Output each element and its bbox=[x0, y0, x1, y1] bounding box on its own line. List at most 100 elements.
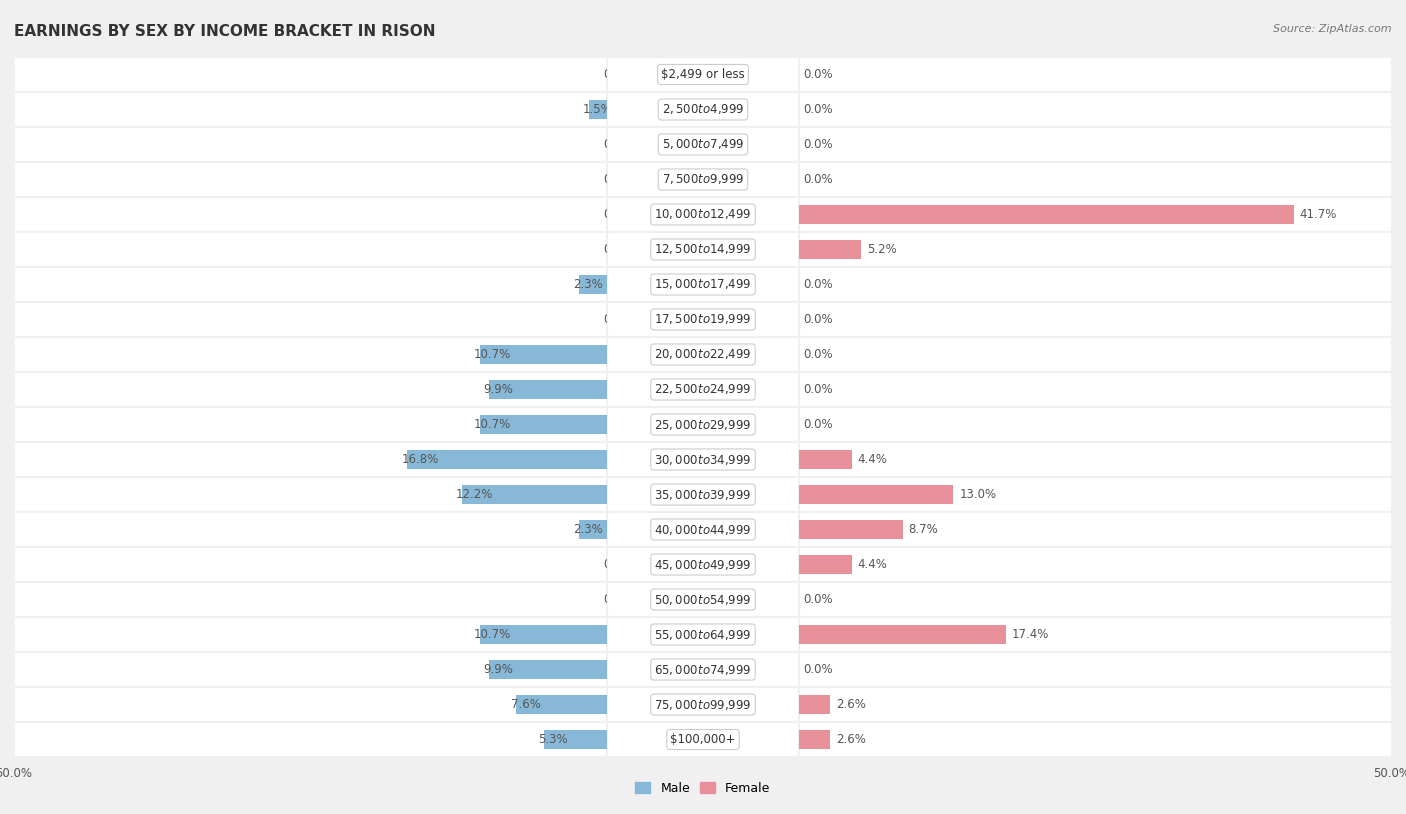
Text: 0.0%: 0.0% bbox=[603, 593, 633, 606]
Bar bbox=[589, 100, 606, 119]
Bar bbox=[800, 582, 1392, 617]
Bar bbox=[800, 127, 1392, 162]
Bar bbox=[14, 687, 606, 722]
Bar bbox=[14, 267, 606, 302]
Text: $65,000 to $74,999: $65,000 to $74,999 bbox=[654, 663, 752, 676]
Text: 1.5%: 1.5% bbox=[583, 103, 613, 116]
Bar bbox=[14, 162, 606, 197]
Text: $5,000 to $7,499: $5,000 to $7,499 bbox=[662, 138, 744, 151]
Bar bbox=[479, 415, 606, 434]
Bar bbox=[606, 512, 800, 547]
Text: 2.3%: 2.3% bbox=[574, 523, 603, 536]
Bar bbox=[800, 240, 860, 259]
Bar bbox=[14, 407, 606, 442]
Bar bbox=[800, 512, 1392, 547]
Bar bbox=[408, 450, 606, 469]
Bar bbox=[489, 660, 606, 679]
Bar bbox=[800, 162, 1392, 197]
Bar bbox=[606, 197, 800, 232]
Bar bbox=[579, 275, 606, 294]
Text: 0.0%: 0.0% bbox=[603, 208, 633, 221]
Text: 0.0%: 0.0% bbox=[803, 278, 832, 291]
Text: $2,500 to $4,999: $2,500 to $4,999 bbox=[662, 103, 744, 116]
Bar bbox=[800, 547, 1392, 582]
Text: 10.7%: 10.7% bbox=[474, 348, 510, 361]
Bar bbox=[800, 450, 852, 469]
Bar bbox=[544, 730, 606, 749]
Text: $10,000 to $12,499: $10,000 to $12,499 bbox=[654, 208, 752, 221]
Bar bbox=[800, 205, 1294, 224]
Bar bbox=[606, 407, 800, 442]
Text: 4.4%: 4.4% bbox=[858, 453, 887, 466]
Text: 0.0%: 0.0% bbox=[803, 313, 832, 326]
Text: 10.7%: 10.7% bbox=[474, 628, 510, 641]
Bar bbox=[606, 477, 800, 512]
Text: $17,500 to $19,999: $17,500 to $19,999 bbox=[654, 313, 752, 326]
Text: $15,000 to $17,499: $15,000 to $17,499 bbox=[654, 278, 752, 291]
Text: 41.7%: 41.7% bbox=[1299, 208, 1337, 221]
Bar bbox=[606, 722, 800, 757]
Text: 0.0%: 0.0% bbox=[803, 103, 832, 116]
Text: 0.0%: 0.0% bbox=[803, 173, 832, 186]
Text: 2.3%: 2.3% bbox=[574, 278, 603, 291]
Bar bbox=[606, 302, 800, 337]
Text: 5.3%: 5.3% bbox=[538, 733, 568, 746]
Bar bbox=[606, 162, 800, 197]
Bar bbox=[14, 372, 606, 407]
Text: $50,000 to $54,999: $50,000 to $54,999 bbox=[654, 593, 752, 606]
Bar bbox=[14, 652, 606, 687]
Text: 5.2%: 5.2% bbox=[868, 243, 897, 256]
Bar bbox=[800, 372, 1392, 407]
Bar bbox=[14, 232, 606, 267]
Bar bbox=[800, 625, 1005, 644]
Text: 9.9%: 9.9% bbox=[484, 383, 513, 396]
Bar bbox=[800, 617, 1392, 652]
Bar bbox=[800, 267, 1392, 302]
Bar bbox=[14, 582, 606, 617]
Text: 0.0%: 0.0% bbox=[603, 138, 633, 151]
Bar bbox=[14, 722, 606, 757]
Text: $25,000 to $29,999: $25,000 to $29,999 bbox=[654, 418, 752, 431]
Bar bbox=[800, 722, 1392, 757]
Text: $20,000 to $22,499: $20,000 to $22,499 bbox=[654, 348, 752, 361]
Text: 0.0%: 0.0% bbox=[603, 68, 633, 81]
Bar bbox=[606, 267, 800, 302]
Bar bbox=[606, 582, 800, 617]
Bar bbox=[14, 92, 606, 127]
Bar bbox=[14, 197, 606, 232]
Text: 0.0%: 0.0% bbox=[803, 418, 832, 431]
Bar bbox=[800, 442, 1392, 477]
Bar bbox=[800, 555, 852, 574]
Text: $35,000 to $39,999: $35,000 to $39,999 bbox=[654, 488, 752, 501]
Bar bbox=[800, 92, 1392, 127]
Legend: Male, Female: Male, Female bbox=[630, 777, 776, 799]
Bar bbox=[579, 520, 606, 539]
Text: 7.6%: 7.6% bbox=[510, 698, 540, 711]
Text: $40,000 to $44,999: $40,000 to $44,999 bbox=[654, 523, 752, 536]
Bar bbox=[606, 442, 800, 477]
Bar bbox=[800, 520, 903, 539]
Bar bbox=[14, 337, 606, 372]
Text: 2.6%: 2.6% bbox=[837, 733, 866, 746]
Text: 0.0%: 0.0% bbox=[603, 243, 633, 256]
Bar bbox=[800, 652, 1392, 687]
Text: 0.0%: 0.0% bbox=[803, 383, 832, 396]
Text: 0.0%: 0.0% bbox=[603, 558, 633, 571]
Bar bbox=[606, 127, 800, 162]
Bar bbox=[606, 92, 800, 127]
Bar bbox=[606, 687, 800, 722]
Bar bbox=[606, 232, 800, 267]
Text: 0.0%: 0.0% bbox=[603, 173, 633, 186]
Text: 2.6%: 2.6% bbox=[837, 698, 866, 711]
Bar bbox=[800, 407, 1392, 442]
Bar bbox=[800, 57, 1392, 92]
Bar bbox=[14, 57, 606, 92]
Bar bbox=[463, 485, 606, 504]
Bar bbox=[800, 337, 1392, 372]
Bar bbox=[479, 625, 606, 644]
Text: EARNINGS BY SEX BY INCOME BRACKET IN RISON: EARNINGS BY SEX BY INCOME BRACKET IN RIS… bbox=[14, 24, 436, 39]
Bar bbox=[606, 547, 800, 582]
Text: $2,499 or less: $2,499 or less bbox=[661, 68, 745, 81]
Text: 9.9%: 9.9% bbox=[484, 663, 513, 676]
Text: 17.4%: 17.4% bbox=[1011, 628, 1049, 641]
